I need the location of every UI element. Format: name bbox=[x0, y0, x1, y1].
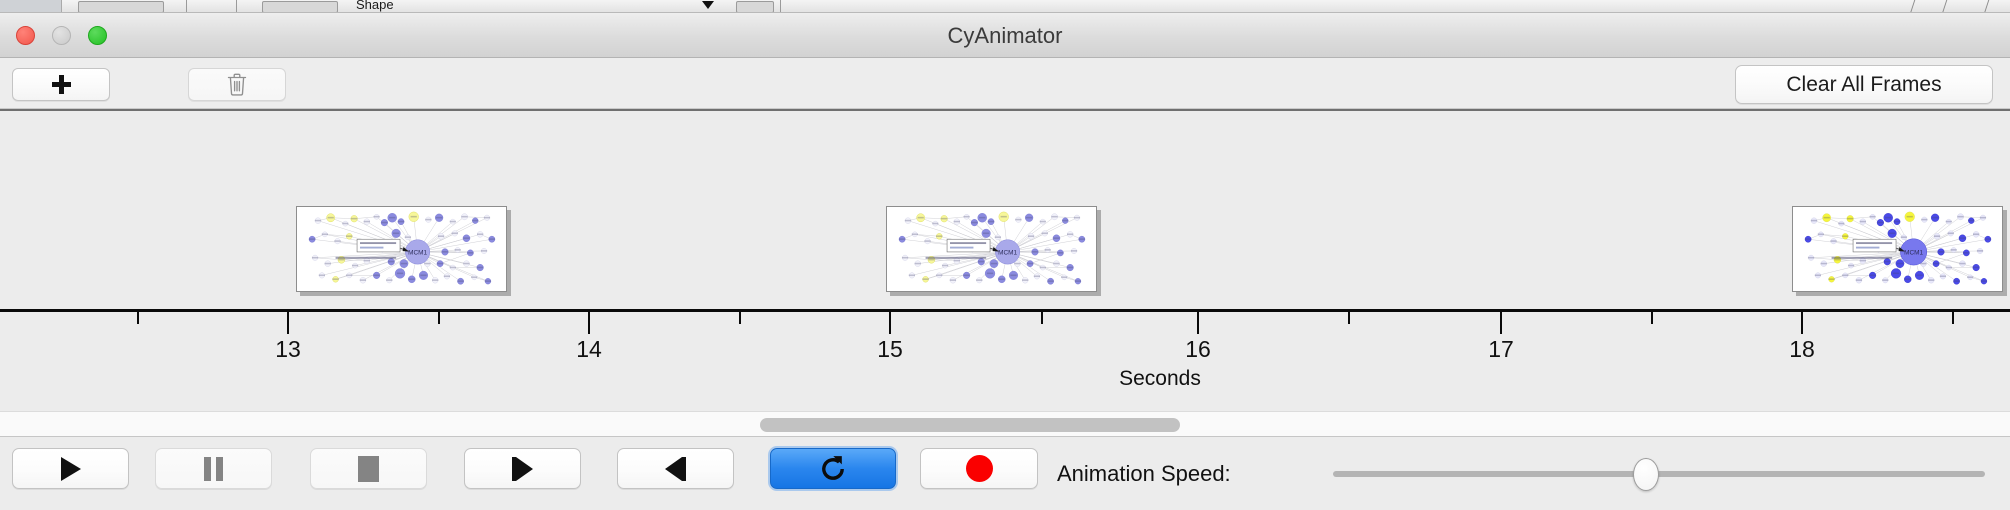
ruler-tick-label: 14 bbox=[576, 336, 602, 362]
play-icon bbox=[60, 456, 81, 481]
clear-all-frames-button[interactable]: Clear All Frames bbox=[1735, 65, 1993, 104]
svg-text:MCM1: MCM1 bbox=[1904, 249, 1923, 256]
background-window-strip: Shape bbox=[0, 0, 2010, 13]
ruler-tick-label: 18 bbox=[1789, 336, 1815, 362]
plus-icon bbox=[51, 75, 71, 94]
bg-slash bbox=[1941, 0, 1948, 12]
network-graph: MCM1 bbox=[1794, 207, 2001, 291]
bg-tab bbox=[0, 0, 62, 12]
ruler-tick-major bbox=[1197, 312, 1199, 334]
ruler-tick-label: 15 bbox=[877, 336, 903, 362]
ruler-tick-label: 17 bbox=[1488, 336, 1514, 362]
pause-button[interactable] bbox=[155, 448, 272, 489]
svg-text:MCM1: MCM1 bbox=[998, 249, 1017, 256]
timeline-panel[interactable]: MCM1 MCM1 MCM1 12 13 14 15 16 17 18 Seconds bbox=[0, 109, 2010, 411]
skip-previous-icon bbox=[512, 456, 533, 481]
ruler-tick-major bbox=[1801, 312, 1803, 334]
minimize-circle-icon[interactable] bbox=[52, 26, 71, 45]
bg-caret-icon bbox=[702, 1, 714, 9]
bg-divider bbox=[186, 0, 187, 12]
ruler-tick-minor bbox=[1041, 312, 1043, 324]
playback-control-bar: Animation Speed: bbox=[0, 438, 2010, 510]
ruler-tick-minor bbox=[137, 312, 139, 324]
ruler-tick-minor bbox=[438, 312, 440, 324]
keyframe-thumbnail[interactable]: MCM1 bbox=[296, 206, 507, 292]
ruler-axis-title: Seconds bbox=[0, 367, 2010, 391]
bg-chip bbox=[736, 1, 774, 12]
bg-divider bbox=[236, 0, 237, 12]
timeline-ruler[interactable]: 12 13 14 15 16 17 18 Seconds bbox=[0, 309, 2010, 411]
scrollbar-thumb[interactable] bbox=[760, 418, 1180, 432]
pause-icon bbox=[204, 456, 223, 481]
previous-frame-button[interactable] bbox=[464, 448, 581, 489]
slider-track[interactable] bbox=[1333, 471, 1985, 477]
close-circle-icon[interactable] bbox=[16, 26, 35, 45]
loop-icon bbox=[822, 455, 844, 480]
keyframes-track[interactable]: MCM1 MCM1 MCM1 bbox=[0, 111, 2010, 309]
ruler-tick-minor bbox=[1651, 312, 1653, 324]
delete-frame-button[interactable] bbox=[188, 68, 286, 101]
stop-button[interactable] bbox=[310, 448, 427, 489]
add-frame-button[interactable] bbox=[12, 68, 110, 101]
network-graph: MCM1 bbox=[888, 207, 1095, 291]
network-graph: MCM1 bbox=[298, 207, 505, 291]
stop-icon bbox=[358, 455, 379, 482]
bg-divider bbox=[780, 0, 781, 12]
trash-icon bbox=[227, 73, 247, 96]
bg-slash bbox=[1983, 0, 1990, 12]
loop-toggle-button[interactable] bbox=[770, 448, 896, 489]
play-button[interactable] bbox=[12, 448, 129, 489]
maximize-circle-icon[interactable] bbox=[88, 26, 107, 45]
window-titlebar[interactable]: CyAnimator bbox=[0, 13, 2010, 58]
frame-toolbar: Clear All Frames bbox=[0, 58, 2010, 109]
ruler-tick-major bbox=[588, 312, 590, 334]
keyframe-thumbnail[interactable]: MCM1 bbox=[886, 206, 1097, 292]
ruler-tick-minor bbox=[1952, 312, 1954, 324]
timeline-scrollbar[interactable] bbox=[0, 411, 2010, 437]
keyframe-thumbnail[interactable]: MCM1 bbox=[1792, 206, 2003, 292]
ruler-tick-major bbox=[287, 312, 289, 334]
ruler-tick-minor bbox=[739, 312, 741, 324]
axis-title-text: Seconds bbox=[1119, 367, 1201, 390]
ruler-tick-major bbox=[1500, 312, 1502, 334]
ruler-tick-label: 13 bbox=[275, 336, 301, 362]
record-button[interactable] bbox=[920, 448, 1038, 489]
ruler-tick-label: 16 bbox=[1185, 336, 1211, 362]
animation-speed-label: Animation Speed: bbox=[1057, 461, 1231, 486]
animation-speed-slider[interactable] bbox=[1333, 438, 1985, 510]
bg-slash bbox=[1909, 0, 1916, 12]
bg-chip bbox=[78, 1, 164, 12]
slider-thumb[interactable] bbox=[1632, 458, 1659, 491]
ruler-tick-label: 12 bbox=[0, 336, 17, 363]
ruler-tick-minor bbox=[1348, 312, 1350, 324]
bg-chip bbox=[262, 1, 338, 12]
ruler-baseline bbox=[0, 309, 2010, 312]
record-icon bbox=[965, 455, 993, 482]
skip-next-icon bbox=[665, 456, 686, 481]
svg-text:MCM1: MCM1 bbox=[408, 249, 427, 256]
ruler-tick-major bbox=[889, 312, 891, 334]
bg-window-label: Shape bbox=[356, 0, 394, 12]
next-frame-button[interactable] bbox=[617, 448, 734, 489]
window-title: CyAnimator bbox=[947, 23, 1063, 48]
